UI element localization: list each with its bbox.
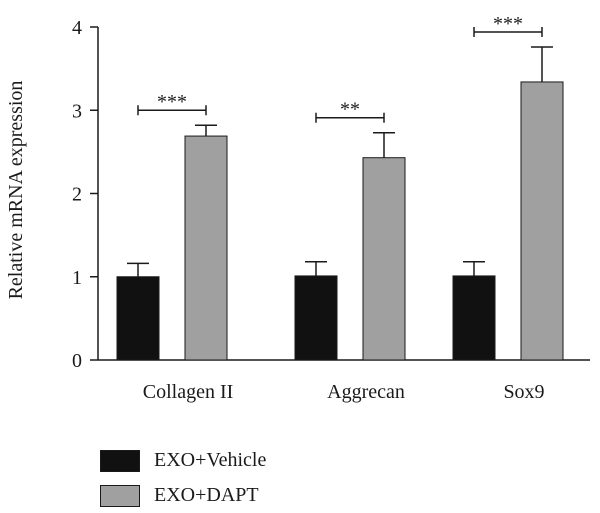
y-tick-label-2: 2 xyxy=(72,184,82,206)
bar-dapt-1 xyxy=(362,157,406,361)
x-tick-label-0: Collagen II xyxy=(143,381,234,403)
y-tick-label-3: 3 xyxy=(72,100,82,122)
y-ticks: 0 1 2 3 4 xyxy=(72,17,98,372)
y-axis-title: Relative mRNA expression xyxy=(5,81,27,300)
y-tick-label-0: 0 xyxy=(72,350,82,372)
bars-group xyxy=(116,46,564,361)
bar-vehicle-1 xyxy=(294,275,338,361)
x-tick-label-2: Sox9 xyxy=(503,381,544,403)
legend-item-dapt: EXO+DAPT xyxy=(100,478,266,513)
legend-label-dapt: EXO+DAPT xyxy=(154,484,259,506)
sig-label-0: *** xyxy=(157,91,187,113)
legend-swatch-dapt xyxy=(100,484,140,507)
x-tick-label-1: Aggrecan xyxy=(327,381,405,403)
legend-label-vehicle: EXO+Vehicle xyxy=(154,449,267,471)
legend: EXO+Vehicle EXO+DAPT xyxy=(100,443,266,513)
bar-dapt-0 xyxy=(184,135,228,361)
y-tick-label-1: 1 xyxy=(72,267,82,289)
x-tick-labels: Collagen II Aggrecan Sox9 xyxy=(143,381,545,403)
bar-vehicle-2 xyxy=(452,275,496,361)
sig-label-2: *** xyxy=(493,13,523,35)
significance-brackets: *** ***** xyxy=(137,13,543,123)
legend-swatch-vehicle xyxy=(100,449,140,472)
sig-label-1: ** xyxy=(340,99,360,121)
y-tick-label-4: 4 xyxy=(72,17,82,39)
legend-item-vehicle: EXO+Vehicle xyxy=(100,443,266,478)
bar-chart: Relative mRNA expression 0 1 2 3 4 Collagen … xyxy=(5,13,590,403)
bar-dapt-2 xyxy=(520,81,564,361)
bar-vehicle-0 xyxy=(116,276,160,361)
